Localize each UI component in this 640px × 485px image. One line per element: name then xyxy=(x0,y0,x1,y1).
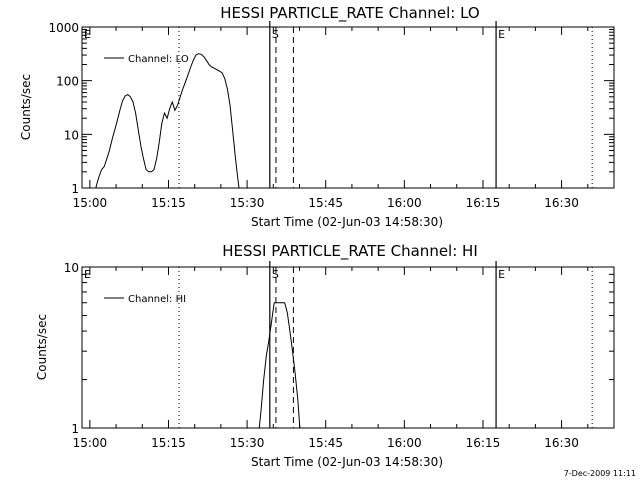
y-tick-label-lo-2: 100 xyxy=(56,75,79,89)
x-tick-label-lo-1: 15:15 xyxy=(151,196,186,210)
footer-date: 7-Dec-2009 11:11 xyxy=(564,469,636,478)
legend-label-hi: Channel: HI xyxy=(128,294,186,305)
x-tick-label-hi-4: 16:00 xyxy=(387,436,422,450)
y-tick-label-hi-0: 1 xyxy=(71,422,79,436)
marker-s-lo-1: S xyxy=(272,28,279,41)
marker-e-lo-0: E xyxy=(84,28,91,41)
panel-lo: HESSI PARTICLE_RATE Channel: LO 1 10 100 10… xyxy=(19,4,615,229)
plot-frame-hi xyxy=(81,266,615,429)
series-line-lo-0 xyxy=(95,53,240,188)
plot-layer-hi: 1 10 15:00 15:15 15:30 15:45 16:00 16:15 16:30 E S… xyxy=(64,261,615,450)
y-axis-label-lo: Counts/sec xyxy=(19,74,33,140)
x-tick-label-lo-2: 15:30 xyxy=(230,196,265,210)
panel-hi: HESSI PARTICLE_RATE Channel: HI 1 10 15:00… xyxy=(35,242,615,469)
x-tick-label-lo-6: 16:30 xyxy=(544,196,579,210)
x-tick-label-lo-3: 15:45 xyxy=(308,196,343,210)
plot-layer-lo: 1 10 100 1000 15:00 15:15 15:30 15:45 16:00 16:15… xyxy=(48,21,615,210)
x-tick-label-lo-4: 16:00 xyxy=(387,196,422,210)
x-tick-label-hi-6: 16:30 xyxy=(544,436,579,450)
y-tick-label-lo-1: 10 xyxy=(64,128,79,142)
y-axis-label-hi: Counts/sec xyxy=(35,314,49,380)
x-tick-label-hi-0: 15:00 xyxy=(73,436,108,450)
x-tick-label-lo-5: 16:15 xyxy=(466,196,501,210)
x-tick-label-hi-5: 16:15 xyxy=(466,436,501,450)
y-tick-label-hi-1: 10 xyxy=(64,261,79,275)
x-axis-label-hi: Start Time (02-Jun-03 14:58:30) xyxy=(251,455,443,469)
marker-e-hi-0: E xyxy=(84,268,91,281)
plot-frame-lo xyxy=(81,26,615,189)
x-tick-label-hi-2: 15:30 xyxy=(230,436,265,450)
marker-s-hi-1: S xyxy=(272,268,279,281)
x-tick-label-lo-0: 15:00 xyxy=(73,196,108,210)
y-tick-label-lo-0: 1 xyxy=(71,182,79,196)
chart-title-lo: HESSI PARTICLE_RATE Channel: LO xyxy=(220,4,479,23)
marker-e-hi-2: E xyxy=(498,268,505,281)
chart-title-hi: HESSI PARTICLE_RATE Channel: HI xyxy=(222,242,478,261)
x-tick-label-hi-3: 15:45 xyxy=(308,436,343,450)
y-tick-label-lo-3: 1000 xyxy=(48,21,79,35)
series-line-hi-0 xyxy=(258,302,301,428)
marker-e-lo-2: E xyxy=(498,28,505,41)
legend-label-lo: Channel: LO xyxy=(128,54,189,65)
x-axis-label-lo: Start Time (02-Jun-03 14:58:30) xyxy=(251,215,443,229)
x-tick-label-hi-1: 15:15 xyxy=(151,436,186,450)
